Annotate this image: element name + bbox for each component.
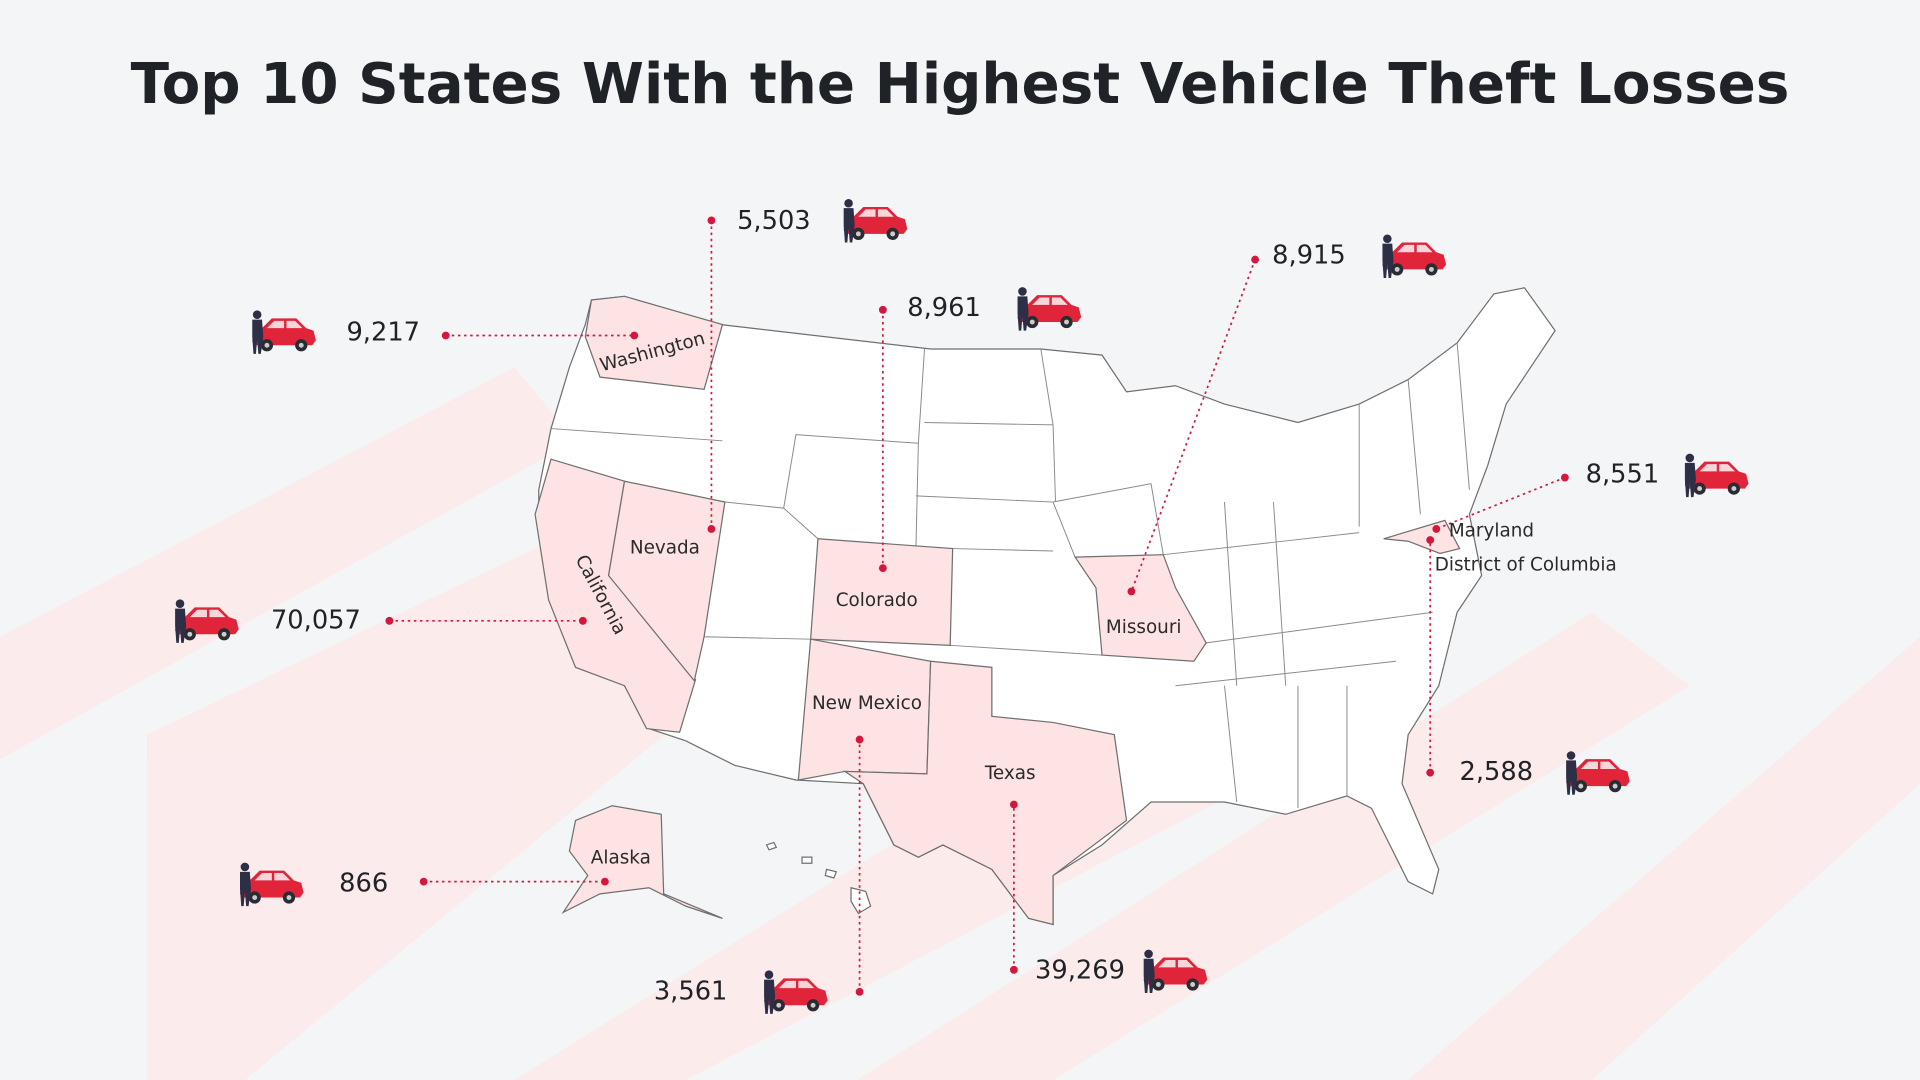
- state-value: 866: [339, 869, 388, 899]
- state-label: District of Columbia: [1435, 555, 1617, 576]
- leader-dot: [1251, 255, 1260, 264]
- car-icon: [1566, 751, 1630, 795]
- state-missouri: [1073, 554, 1207, 662]
- state-nevada: [607, 480, 726, 683]
- leader-dot: [1127, 587, 1136, 596]
- leader-dot: [578, 616, 587, 625]
- leader-dot: [1426, 768, 1435, 777]
- state-value: 8,551: [1586, 460, 1660, 490]
- state-label: Colorado: [836, 590, 918, 611]
- hawaii: [765, 841, 872, 915]
- state-value: 3,561: [654, 976, 728, 1006]
- title: Top 10 States With the Highest Vehicle T…: [131, 52, 1790, 117]
- state-value: 8,961: [907, 293, 981, 323]
- state-label: New Mexico: [812, 693, 922, 714]
- state-label: Maryland: [1449, 520, 1534, 541]
- leader-dot: [1560, 473, 1569, 482]
- leader-dot: [1426, 536, 1435, 544]
- state-texas: [842, 660, 1128, 926]
- leader-line: [1130, 259, 1256, 592]
- leader-dot: [855, 987, 864, 996]
- leader-dot: [878, 564, 887, 573]
- leader-dot: [1009, 800, 1018, 809]
- state-label: Nevada: [630, 538, 700, 559]
- leader-dot: [419, 877, 428, 886]
- leader-dot: [441, 331, 450, 340]
- us-map: [534, 287, 1556, 926]
- state-washington: [584, 295, 724, 391]
- state-label: Missouri: [1106, 617, 1182, 638]
- state-label: Alaska: [591, 847, 651, 868]
- car-icon: [252, 310, 316, 354]
- leader-dot: [630, 331, 639, 340]
- state-label: Texas: [984, 763, 1036, 784]
- leader-dot: [600, 877, 609, 886]
- leader-dot: [1009, 965, 1018, 974]
- state-alaska: [561, 805, 723, 919]
- leader-dot: [1432, 525, 1441, 533]
- state-value: 70,057: [271, 605, 361, 635]
- leader-dot: [855, 735, 864, 744]
- state-value: 8,915: [1272, 240, 1346, 270]
- state-colorado: [809, 538, 954, 646]
- leader-dot: [878, 305, 887, 314]
- state-maryland: [1383, 519, 1461, 555]
- car-icon: [1382, 234, 1447, 278]
- leader-dot: [707, 525, 716, 533]
- state-value: 5,503: [737, 206, 811, 236]
- state-value: 9,217: [346, 318, 420, 348]
- car-icon: [1017, 287, 1082, 331]
- leader-dot: [707, 216, 716, 225]
- car-icon: [1684, 453, 1749, 498]
- leader-line: [1436, 476, 1566, 530]
- car-icon: [843, 198, 908, 243]
- leader-dot: [385, 616, 394, 625]
- state-value: 39,269: [1035, 956, 1125, 986]
- state-value: 2,588: [1460, 757, 1534, 787]
